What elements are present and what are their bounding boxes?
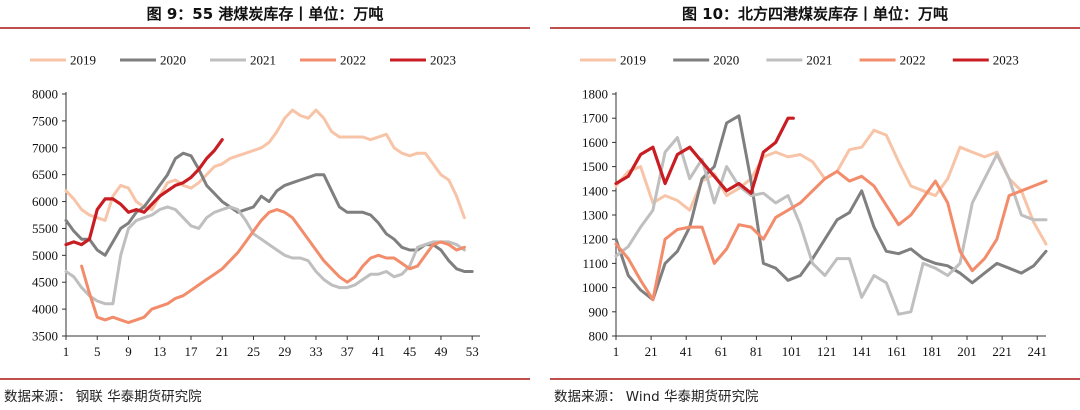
right-legend-label-2019: 2019 [620, 53, 646, 68]
right-y-tick-label: 1500 [582, 159, 608, 174]
left-x-tick-label: 21 [216, 344, 229, 359]
left-bottom-rule [0, 378, 530, 380]
right-x-tick-label: 21 [645, 344, 658, 359]
left-series-line-2019 [64, 108, 466, 222]
left-source-note: 数据来源： 钢联 华泰期货研究院 [4, 389, 202, 405]
right-x-tick-label: 1 [613, 344, 620, 359]
right-x-tick-label: 181 [922, 344, 942, 359]
right-x-tick-label: 61 [715, 344, 728, 359]
right-series-line-2023 [614, 116, 795, 195]
right-y-tick-label: 1200 [582, 232, 608, 247]
left-x-tick-label: 25 [247, 344, 260, 359]
left-legend-label-2019: 2019 [70, 53, 96, 68]
left-x-tick-label: 45 [403, 344, 416, 359]
left-series-line-2020 [64, 151, 474, 273]
left-x-tick-label: 29 [278, 344, 291, 359]
left-x-tick-label: 33 [309, 344, 322, 359]
left-series-line-2021 [64, 205, 466, 306]
left-y-tick-label: 7500 [32, 113, 58, 128]
right-chart: 2019 2020 2021 2022 2023 800 900 1000 1100 1200 13… [580, 53, 1048, 359]
left-chart: 2019 2020 2021 2022 2023 3500 4000 4500 5000 5500… [30, 53, 480, 359]
right-y-tick-label: 1300 [582, 208, 608, 223]
left-series-line-2023 [64, 138, 224, 247]
right-series-line-2021 [614, 136, 1048, 316]
left-y-tick-label: 4000 [32, 302, 58, 317]
left-x-tick-label: 5 [94, 344, 101, 359]
right-x-tick-label: 81 [750, 344, 763, 359]
right-bottom-rule [550, 378, 1080, 380]
left-series-line-2022 [80, 208, 466, 325]
right-x-tick-label: 161 [887, 344, 907, 359]
right-y-tick-label: 1600 [582, 135, 608, 150]
right-legend-label-2022: 2022 [900, 53, 926, 68]
left-y-tick-label: 3500 [32, 329, 58, 344]
right-y-tick-label: 1400 [582, 183, 608, 198]
left-x-tick-label: 1 [63, 344, 70, 359]
left-x-tick-label: 49 [434, 344, 447, 359]
right-y-tick-label: 800 [589, 329, 609, 344]
right-chart-panel: 图 10：北方四港煤炭库存丨单位：万吨 2019 2020 2021 2022 2023… [550, 0, 1080, 410]
left-y-tick-label: 7000 [32, 140, 58, 155]
left-legend-label-2022: 2022 [340, 53, 366, 68]
left-chart-panel: 图 9：55 港煤炭库存丨单位：万吨 2019 2020 2021 2022 2023 3… [0, 0, 530, 410]
right-legend-label-2021: 2021 [806, 53, 832, 68]
left-x-tick-label: 9 [125, 344, 132, 359]
left-legend-label-2020: 2020 [160, 53, 186, 68]
right-legend-label-2020: 2020 [713, 53, 739, 68]
left-legend-label-2021: 2021 [250, 53, 276, 68]
right-y-tick-label: 1800 [582, 87, 608, 102]
right-x-tick-label: 101 [782, 344, 802, 359]
left-y-tick-label: 4500 [32, 275, 58, 290]
right-legend-label-2023: 2023 [993, 53, 1019, 68]
right-x-tick-label: 41 [680, 344, 693, 359]
right-x-tick-label: 221 [992, 344, 1012, 359]
left-title-rule [0, 27, 530, 29]
right-source-note: 数据来源： Wind 华泰期货研究院 [554, 389, 759, 405]
left-y-tick-label: 5000 [32, 248, 58, 263]
left-x-tick-label: 37 [341, 344, 355, 359]
right-y-tick-label: 1000 [582, 280, 608, 295]
left-y-tick-label: 6500 [32, 167, 58, 182]
right-x-tick-label: 141 [852, 344, 872, 359]
left-chart-title: 图 9：55 港煤炭库存丨单位：万吨 [146, 5, 384, 23]
right-y-tick-label: 900 [589, 304, 609, 319]
left-y-tick-label: 8000 [32, 87, 58, 102]
right-y-tick-label: 1700 [582, 111, 608, 126]
left-legend-label-2023: 2023 [430, 53, 456, 68]
right-title-rule [550, 27, 1080, 29]
left-x-tick-label: 13 [153, 344, 166, 359]
left-x-tick-label: 53 [466, 344, 479, 359]
right-series-line-2022 [614, 169, 1048, 302]
left-y-tick-label: 6000 [32, 194, 58, 209]
left-x-tick-label: 17 [184, 344, 198, 359]
right-x-tick-label: 241 [1027, 344, 1047, 359]
right-x-tick-label: 121 [817, 344, 837, 359]
right-x-tick-label: 201 [957, 344, 977, 359]
left-x-tick-label: 41 [372, 344, 385, 359]
left-y-tick-label: 5500 [32, 221, 58, 236]
right-chart-title: 图 10：北方四港煤炭库存丨单位：万吨 [681, 5, 949, 23]
right-y-tick-label: 1100 [582, 256, 608, 271]
right-series-line-2020 [614, 114, 1048, 302]
